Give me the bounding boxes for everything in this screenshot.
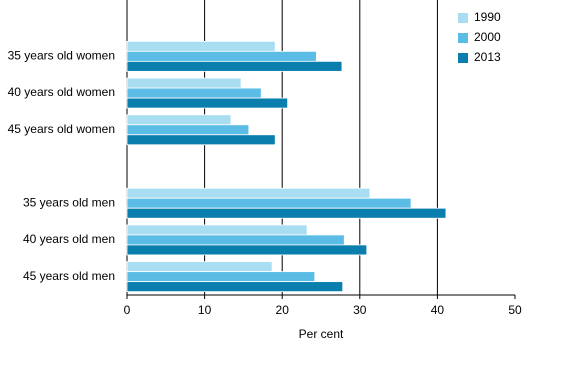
x-tick-label: 10: [198, 303, 212, 317]
x-tick-label: 40: [431, 303, 445, 317]
bar: [126, 281, 344, 293]
y-tick-label: 45 years old men: [23, 269, 115, 283]
bar: [126, 207, 447, 219]
bar: [126, 134, 276, 146]
bar: [126, 50, 317, 62]
bar: [126, 197, 412, 209]
bar: [126, 261, 273, 273]
x-tick-label: 0: [124, 303, 131, 317]
y-tick-label: 40 years old women: [8, 85, 115, 99]
legend-label: 2013: [474, 50, 501, 64]
bar: [126, 87, 262, 99]
legend-label: 2000: [474, 30, 501, 44]
y-tick-label: 45 years old women: [8, 122, 115, 136]
legend-swatch: [458, 13, 468, 23]
bar: [126, 97, 289, 109]
bar: [126, 77, 242, 89]
bar: [126, 60, 343, 72]
y-tick-label: 40 years old men: [23, 232, 115, 246]
x-tick-label: 50: [508, 303, 522, 317]
bar: [126, 224, 308, 236]
x-axis-label: Per cent: [299, 327, 344, 341]
x-tick-label: 30: [353, 303, 367, 317]
legend-label: 1990: [474, 10, 501, 24]
y-tick-label: 35 years old men: [23, 195, 115, 209]
bar: [126, 244, 368, 256]
legend-swatch: [458, 53, 468, 63]
bar: [126, 40, 276, 52]
legend-swatch: [458, 33, 468, 43]
bar: [126, 234, 345, 246]
bar: [126, 187, 371, 199]
bar: [126, 124, 250, 136]
bar: [126, 271, 316, 283]
x-tick-label: 20: [276, 303, 290, 317]
bar: [126, 114, 232, 126]
y-tick-label: 35 years old women: [8, 49, 115, 63]
